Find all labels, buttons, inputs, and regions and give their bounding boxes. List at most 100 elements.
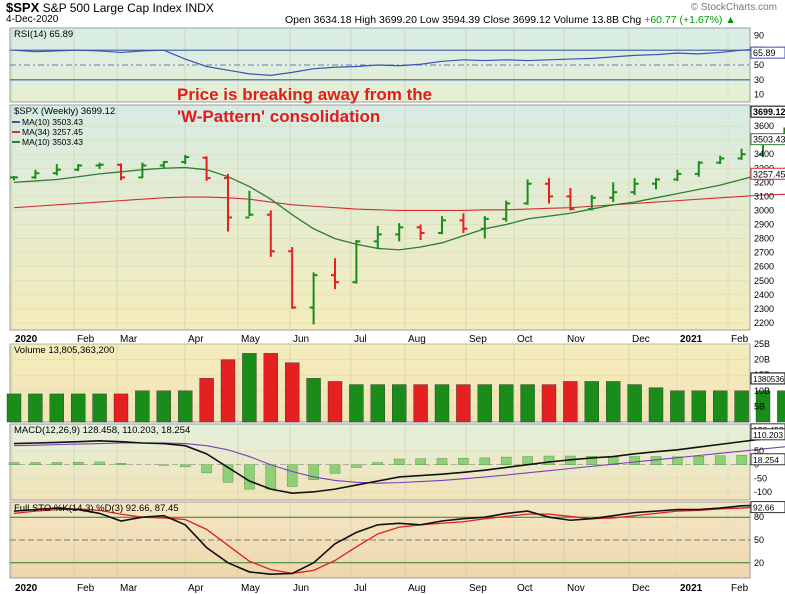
x-axis-label-bottom: Mar [120, 583, 138, 594]
sto-tick-label: 80 [754, 512, 764, 522]
chg-label: Chg [622, 14, 642, 26]
volume-bar [156, 390, 172, 423]
macd-histogram-bar [265, 464, 277, 490]
macd-histogram-bar [586, 456, 598, 465]
macd-histogram-bar [115, 463, 127, 465]
macd-value-label: 18.254 [753, 455, 779, 465]
volume-bar [392, 384, 407, 423]
volume-bar [434, 384, 450, 423]
macd-histogram-bar [436, 458, 448, 465]
macd-histogram-bar [308, 464, 319, 480]
price-tick-label: 3100 [754, 191, 774, 201]
volume-bar [177, 390, 193, 423]
macd-title: MACD(12,26,9) 128.458, 110.203, 18.254 [14, 425, 190, 436]
x-axis-label-top: Feb [77, 334, 95, 345]
close-label: Close [483, 14, 510, 26]
x-axis-label-bottom: Jul [354, 583, 367, 594]
rsi-tick-label: 50 [754, 60, 764, 70]
macd-histogram-bar [458, 457, 469, 465]
price-value-label: 3699.12 [753, 107, 785, 117]
price-panel [9, 104, 751, 331]
open-label: Open [285, 14, 311, 26]
symbol-title: $SPX S&P 500 Large Cap Index INDX [6, 0, 214, 15]
volume-bar [606, 381, 621, 423]
macd-histogram-bar [672, 456, 683, 465]
x-axis-label-top: Jul [354, 334, 367, 345]
volume-bar [285, 362, 300, 423]
volume-bar [263, 353, 278, 423]
x-axis-label-top: 2021 [680, 334, 703, 345]
price-tick-label: 3400 [754, 149, 774, 159]
macd-histogram-bar [736, 454, 747, 465]
x-axis-label-bottom: 2021 [680, 583, 703, 594]
x-axis-label-top: Oct [517, 334, 533, 345]
sto-k-line [13, 503, 785, 576]
x-axis-label-top: Sep [469, 334, 487, 345]
rsi-tick-label: 30 [754, 75, 764, 85]
volume-tick-label: 5B [754, 401, 765, 411]
price-tick-label: 2800 [754, 234, 774, 244]
stockcharts-logo: © StockCharts.com [690, 2, 777, 13]
volume-bar [477, 384, 492, 423]
rsi-value-label: 65.89 [753, 48, 776, 58]
price-value-label: 3257.45 [753, 169, 785, 179]
volume-bar [713, 390, 728, 423]
macd-value-tag [750, 428, 785, 441]
legend-entry: MA(10) 3503.43 [22, 117, 83, 127]
volume-bar [584, 381, 599, 423]
x-axis-label-bottom: 2020 [15, 583, 38, 594]
volume-bar [70, 393, 86, 423]
macd-tick-label: -50 [754, 473, 767, 483]
x-axis-label-bottom: Aug [408, 583, 426, 594]
price-tick-label: 2900 [754, 220, 774, 230]
x-axis-label-bottom: Sep [469, 583, 487, 594]
volume-bar [520, 384, 535, 423]
sto-title: Full STO %K(14,3) %D(3) 92.66, 87.45 [14, 503, 179, 514]
macd-histogram-bar [8, 462, 20, 465]
volume-tick-label: 20B [754, 355, 770, 365]
x-axis-label-top: Dec [632, 334, 650, 345]
volume-bar [92, 393, 107, 423]
x-axis-label-top: Nov [567, 334, 585, 345]
macd-histogram-bar [286, 464, 298, 487]
price-tick-label: 2500 [754, 276, 774, 286]
symbol: $SPX [6, 0, 40, 15]
legend-entry: MA(10) 3503.43 [22, 137, 83, 147]
x-axis-label-top: Aug [408, 334, 426, 345]
volume-value-label: 13805363200 [753, 375, 785, 384]
volume-tick-label: 25B [754, 339, 770, 349]
macd-histogram-bar [72, 462, 84, 465]
sto-value-label: 92.66 [753, 503, 775, 513]
volume-bar [199, 378, 214, 423]
exchange: INDX [185, 1, 214, 15]
price-tick-label: 2700 [754, 248, 774, 258]
volume-value-tag [750, 372, 785, 385]
price-tick-label: 2600 [754, 262, 774, 272]
price-tick-label: 3000 [754, 205, 774, 215]
price-tick-label: 3200 [754, 177, 774, 187]
volume-tick-label: 10B [754, 386, 770, 396]
ma10-line [13, 166, 785, 251]
macd-histogram-bar [222, 464, 234, 483]
x-axis-label-top: 2020 [15, 334, 38, 345]
low-label: Low [419, 14, 440, 26]
x-axis-label-bottom: Feb [731, 583, 749, 594]
volume-title: Volume 13,805,363,200 [14, 345, 114, 356]
x-axis-label-bottom: May [241, 583, 260, 594]
volume-bar [306, 378, 321, 423]
high-label: High [354, 14, 377, 26]
volume-bar [28, 393, 43, 423]
macd-tick-label: 50 [754, 446, 764, 456]
volume-bar [413, 384, 428, 423]
volume-bar [691, 390, 706, 423]
macd-value-label: 110.203 [753, 430, 783, 440]
volume-bar [541, 384, 557, 423]
volume-bar [755, 390, 771, 423]
volume-bar [135, 390, 150, 423]
high-value: 3699.20 [379, 14, 417, 26]
rsi-line [13, 46, 785, 76]
x-axis-label-bottom: Apr [188, 583, 204, 594]
price-tick-label: 3600 [754, 121, 774, 131]
x-axis-label-top: Apr [188, 334, 204, 345]
